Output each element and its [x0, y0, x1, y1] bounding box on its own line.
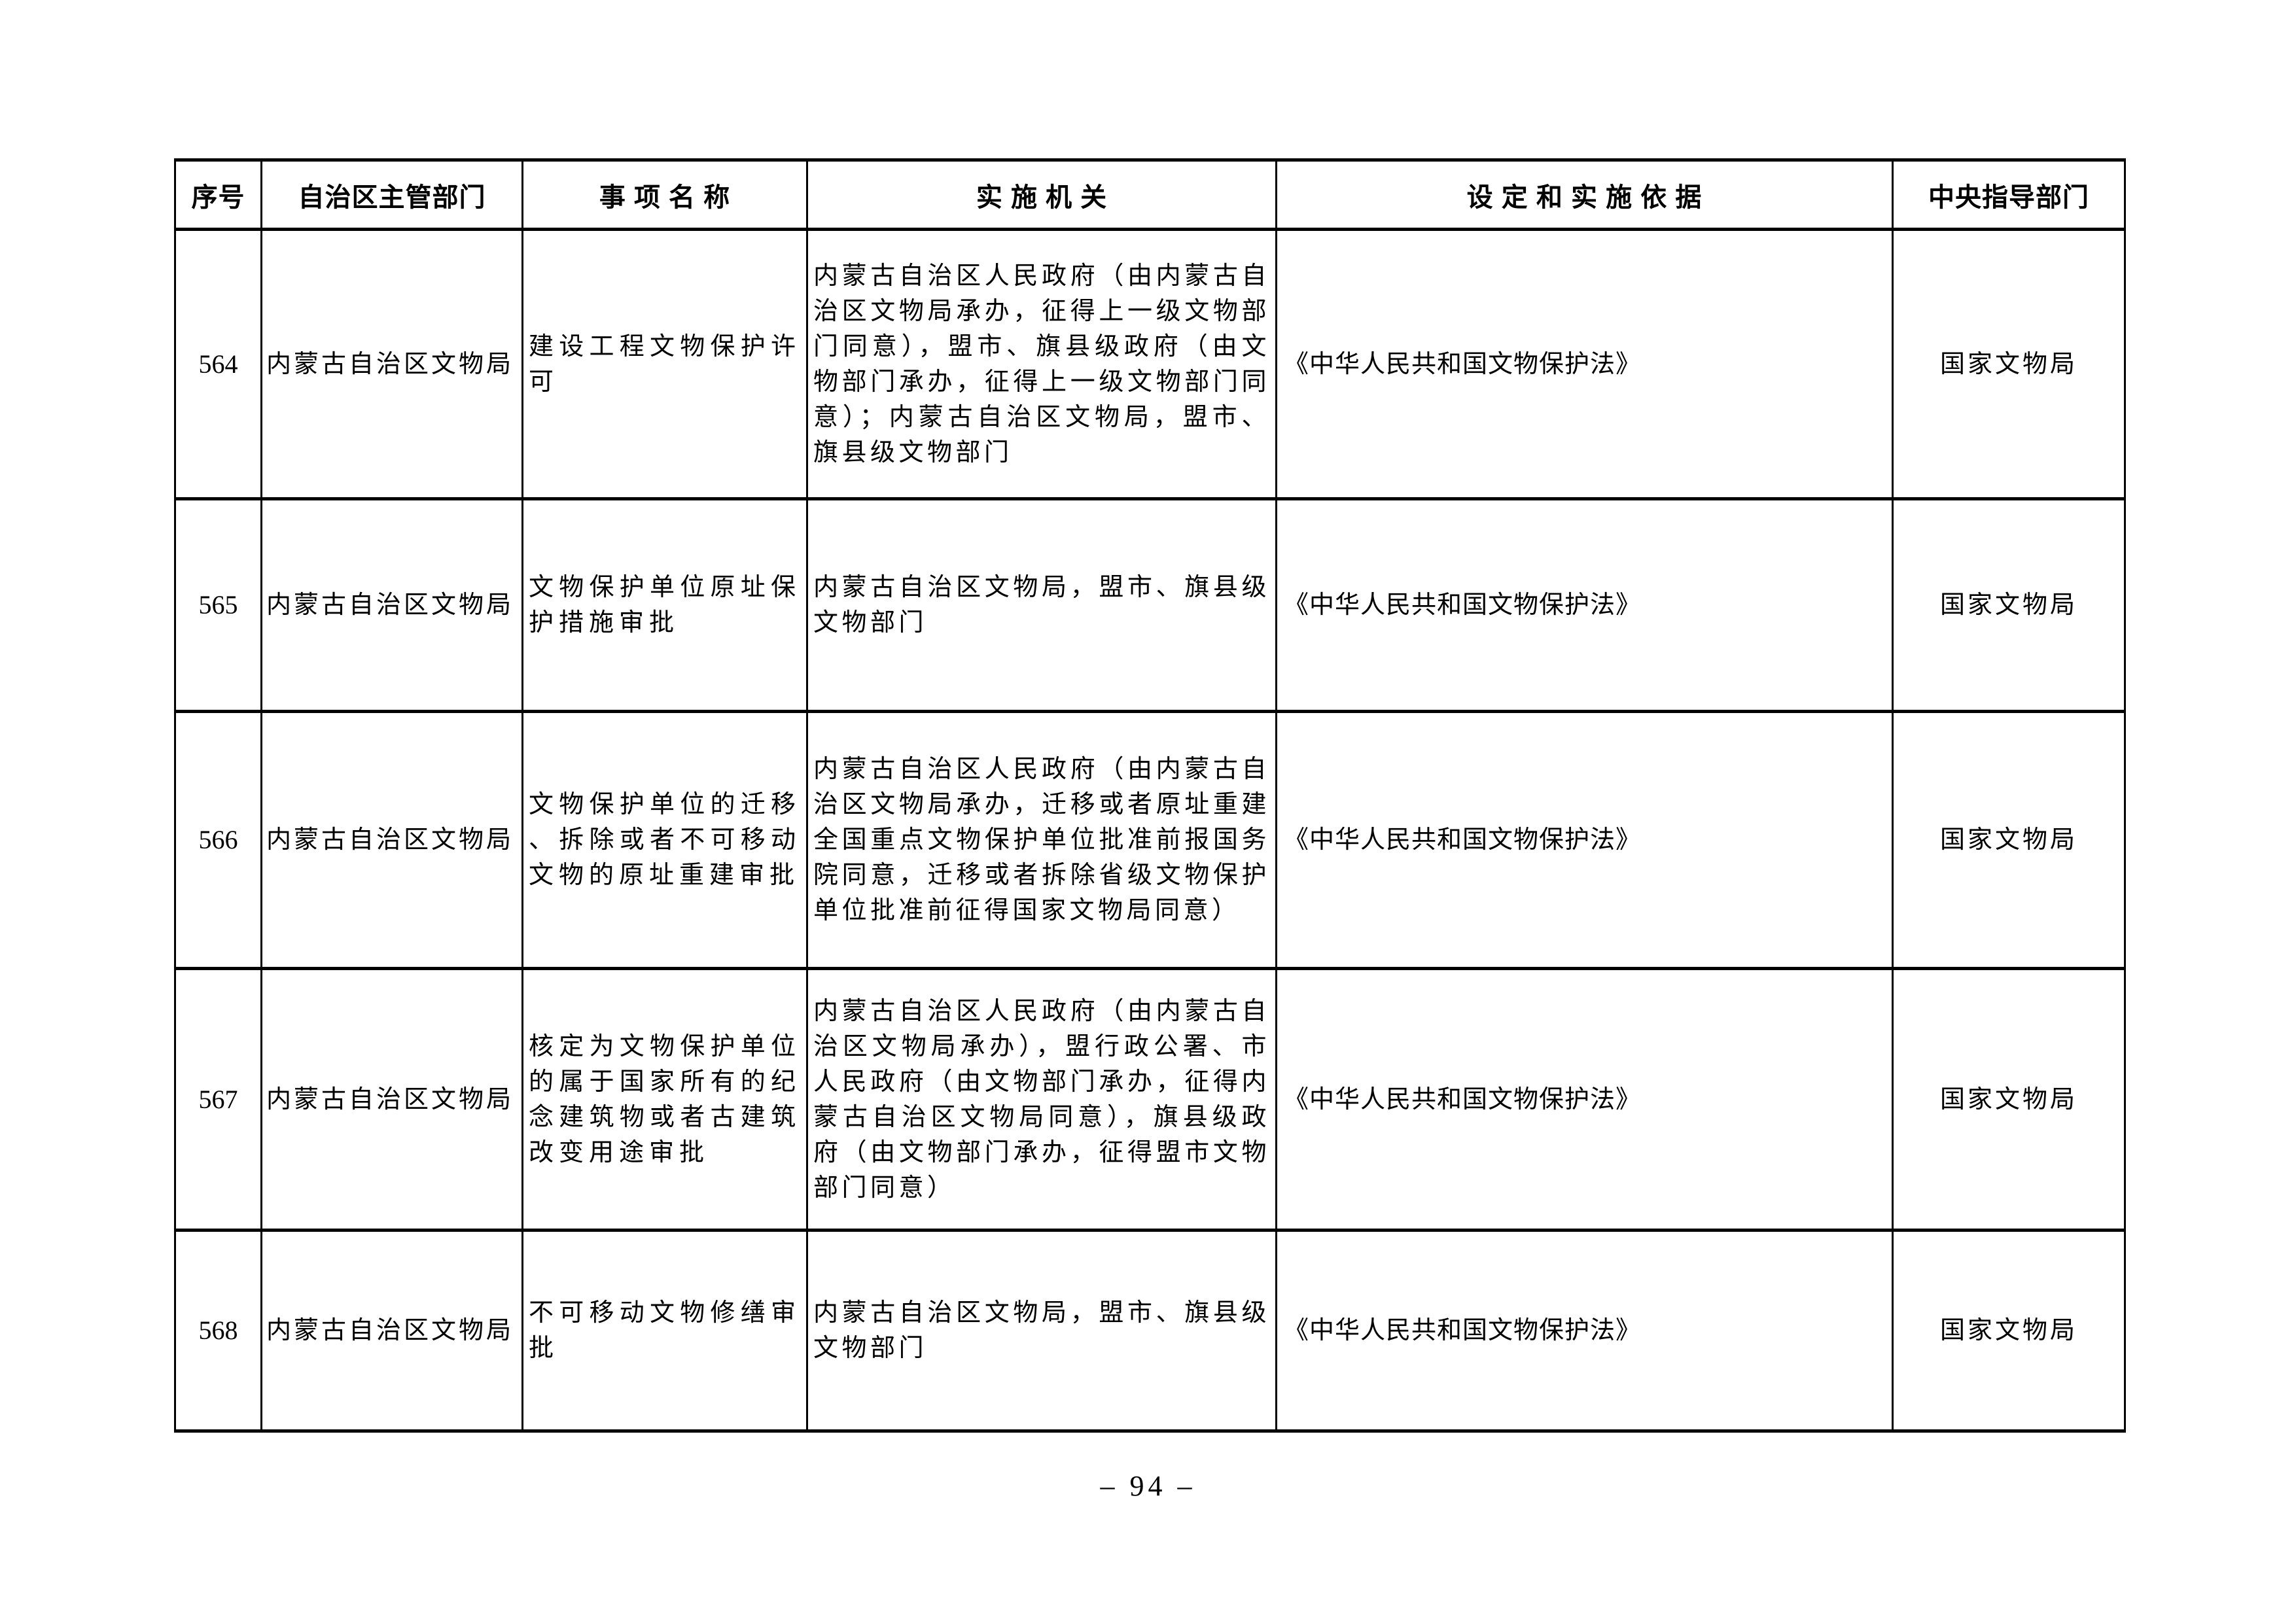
- basis-cell: 《中华人民共和国文物保护法》: [1275, 1229, 1894, 1433]
- implementing-agency-cell: 内蒙古自治区文物局，盟市、旗县级文物部门: [806, 1229, 1277, 1433]
- item-name-cell: 建设工程文物保护许可: [521, 228, 808, 500]
- header-item-name: 事 项 名 称: [521, 158, 808, 231]
- item-name-cell: 文物保护单位原址保护措施审批: [521, 497, 808, 713]
- department-cell: 内蒙古自治区文物局: [260, 1229, 523, 1433]
- implementing-agency-cell: 内蒙古自治区人民政府（由内蒙古自治区文物局承办），盟行政公署、市人民政府（由文物…: [806, 967, 1277, 1232]
- central-department-cell: 国家文物局: [1892, 967, 2126, 1232]
- implementing-agency-cell: 内蒙古自治区人民政府（由内蒙古自治区文物局承办，征得上一级文物部门同意），盟市、…: [806, 228, 1277, 500]
- table-row: 568 内蒙古自治区文物局 不可移动文物修缮审批 内蒙古自治区文物局，盟市、旗县…: [174, 1229, 2126, 1433]
- basis-cell: 《中华人民共和国文物保护法》: [1275, 497, 1894, 713]
- central-department-cell: 国家文物局: [1892, 228, 2126, 500]
- item-name-cell: 核定为文物保护单位的属于国家所有的纪念建筑物或者古建筑改变用途审批: [521, 967, 808, 1232]
- central-department-cell: 国家文物局: [1892, 497, 2126, 713]
- serial-cell: 567: [174, 967, 262, 1232]
- item-name-cell: 不可移动文物修缮审批: [521, 1229, 808, 1433]
- header-central-department: 中央指导部门: [1892, 158, 2126, 231]
- page-number: – 94 –: [1100, 1470, 1196, 1502]
- approval-items-table: 序号 自治区主管部门 事 项 名 称 实 施 机 关 设 定 和 实 施 依 据…: [174, 158, 2126, 1433]
- table-row: 567 内蒙古自治区文物局 核定为文物保护单位的属于国家所有的纪念建筑物或者古建…: [174, 967, 2126, 1232]
- central-department-cell: 国家文物局: [1892, 710, 2126, 970]
- serial-cell: 564: [174, 228, 262, 500]
- table-row: 566 内蒙古自治区文物局 文物保护单位的迁移、拆除或者不可移动文物的原址重建审…: [174, 710, 2126, 970]
- table-row: 565 内蒙古自治区文物局 文物保护单位原址保护措施审批 内蒙古自治区文物局，盟…: [174, 497, 2126, 713]
- header-serial: 序号: [174, 158, 262, 231]
- department-cell: 内蒙古自治区文物局: [260, 228, 523, 500]
- implementing-agency-cell: 内蒙古自治区文物局，盟市、旗县级文物部门: [806, 497, 1277, 713]
- header-basis: 设 定 和 实 施 依 据: [1275, 158, 1894, 231]
- table-row: 564 内蒙古自治区文物局 建设工程文物保护许可 内蒙古自治区人民政府（由内蒙古…: [174, 228, 2126, 500]
- central-department-cell: 国家文物局: [1892, 1229, 2126, 1433]
- department-cell: 内蒙古自治区文物局: [260, 710, 523, 970]
- serial-cell: 565: [174, 497, 262, 713]
- department-cell: 内蒙古自治区文物局: [260, 497, 523, 713]
- table-header-row: 序号 自治区主管部门 事 项 名 称 实 施 机 关 设 定 和 实 施 依 据…: [174, 158, 2126, 231]
- department-cell: 内蒙古自治区文物局: [260, 967, 523, 1232]
- item-name-cell: 文物保护单位的迁移、拆除或者不可移动文物的原址重建审批: [521, 710, 808, 970]
- basis-cell: 《中华人民共和国文物保护法》: [1275, 228, 1894, 500]
- serial-cell: 566: [174, 710, 262, 970]
- basis-cell: 《中华人民共和国文物保护法》: [1275, 967, 1894, 1232]
- header-department: 自治区主管部门: [260, 158, 523, 231]
- header-implementing-agency: 实 施 机 关: [806, 158, 1277, 231]
- serial-cell: 568: [174, 1229, 262, 1433]
- implementing-agency-cell: 内蒙古自治区人民政府（由内蒙古自治区文物局承办，迁移或者原址重建全国重点文物保护…: [806, 710, 1277, 970]
- basis-cell: 《中华人民共和国文物保护法》: [1275, 710, 1894, 970]
